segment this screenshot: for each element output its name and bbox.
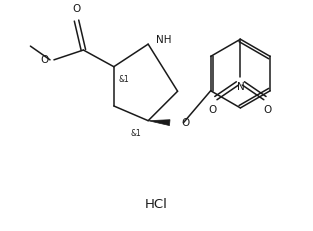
Text: &1: &1 <box>131 128 141 137</box>
Polygon shape <box>148 120 170 126</box>
Text: O: O <box>209 105 217 115</box>
Text: O: O <box>264 105 272 115</box>
Text: &1: &1 <box>119 75 130 84</box>
Text: HCl: HCl <box>145 198 167 211</box>
Text: O: O <box>182 118 190 128</box>
Text: N: N <box>237 82 244 92</box>
Text: O: O <box>72 4 81 14</box>
Text: NH: NH <box>156 35 172 45</box>
Text: O: O <box>41 55 49 65</box>
